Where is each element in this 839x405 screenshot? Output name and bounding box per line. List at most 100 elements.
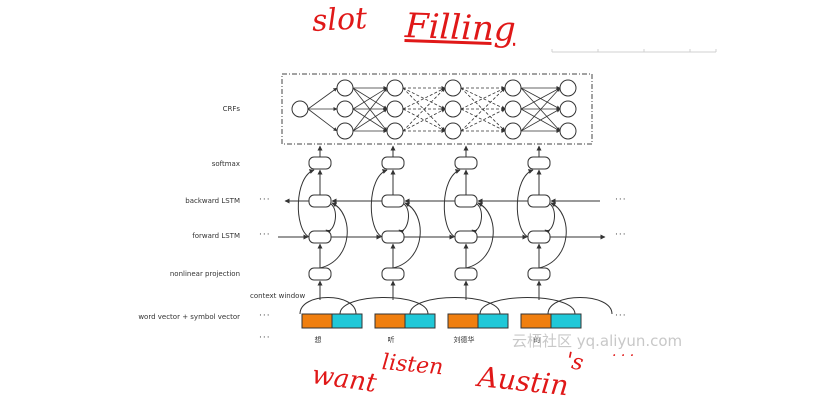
backward-lstm-cell <box>308 194 332 208</box>
crf-edge <box>402 108 446 132</box>
ellipsis-backward-right: ··· <box>615 195 627 205</box>
lstm-columns <box>278 145 606 300</box>
faint-ruler <box>551 49 717 53</box>
forward-lstm-cell <box>527 230 551 244</box>
forward-lstm-cell <box>308 230 332 244</box>
crf-node <box>559 100 577 118</box>
watermark: 云栖社区 yq.aliyun.com <box>512 332 683 350</box>
softmax-cell <box>308 156 332 170</box>
token-2: 听 <box>387 336 395 344</box>
proj-to-backward-curve <box>538 202 567 269</box>
ellipsis-forward-left: ··· <box>259 230 271 240</box>
word-vector-block <box>520 313 552 329</box>
crf-edge <box>402 87 446 132</box>
handwritten-title-slot: slot <box>311 1 368 39</box>
crf-edge <box>520 87 561 132</box>
input-vectors <box>301 313 582 329</box>
crf-node <box>444 79 462 97</box>
label-context-window: context window <box>250 292 306 300</box>
forward-to-softmax-curve <box>370 169 388 238</box>
crf-layer <box>291 79 577 140</box>
crf-edge <box>460 87 506 110</box>
crf-edge <box>520 87 561 110</box>
ellipsis-forward-right: ··· <box>615 230 627 240</box>
label-forward-lstm: forward LSTM <box>192 232 240 240</box>
handwritten-trailing-dots: . . . <box>612 344 635 360</box>
crf-edge <box>307 87 338 110</box>
crf-start-node <box>291 100 309 118</box>
forward-lstm-cell <box>454 230 478 244</box>
crf-edge <box>460 108 506 132</box>
crf-edge <box>307 108 338 132</box>
crf-node <box>336 122 354 140</box>
crf-edge <box>460 87 506 132</box>
ellipsis-token-left: ··· <box>259 333 271 343</box>
context-window-arc <box>339 297 429 315</box>
handwritten-word-listen: listen <box>380 350 445 381</box>
crf-edge <box>402 87 446 110</box>
label-backward-lstm: backward LSTM <box>185 197 240 205</box>
crf-node <box>336 79 354 97</box>
crf-node <box>386 79 404 97</box>
crf-node <box>504 100 522 118</box>
crf-edge <box>402 108 446 132</box>
crf-node <box>444 100 462 118</box>
projection-cell <box>308 267 332 281</box>
label-softmax: softmax <box>211 160 240 168</box>
context-window-arcs <box>299 297 613 315</box>
crf-node <box>559 79 577 97</box>
forward-to-softmax-curve <box>516 169 534 238</box>
cross-connection-curve <box>544 203 555 235</box>
crf-edge <box>520 108 561 132</box>
context-window-arc <box>299 297 357 315</box>
symbol-vector-block <box>550 313 582 329</box>
projection-cell <box>527 267 551 281</box>
context-window-arc <box>409 297 501 315</box>
label-crfs: CRFs <box>222 105 240 113</box>
symbol-vector-block <box>331 313 363 329</box>
softmax-cell <box>454 156 478 170</box>
cross-connection-curve <box>471 203 482 235</box>
crf-node <box>444 122 462 140</box>
forward-to-softmax-curve <box>297 169 315 238</box>
context-window-arc <box>479 297 576 315</box>
softmax-cell <box>381 156 405 170</box>
crf-node <box>559 122 577 140</box>
backward-lstm-cell <box>454 194 478 208</box>
symbol-vector-block <box>404 313 436 329</box>
symbol-vector-block <box>477 313 509 329</box>
cross-connection-curve <box>398 203 409 235</box>
crf-edge <box>460 108 506 132</box>
crf-edge <box>402 87 446 110</box>
crf-node <box>504 79 522 97</box>
ellipsis-input-right: ··· <box>615 311 627 321</box>
crf-node <box>386 100 404 118</box>
proj-to-backward-curve <box>392 202 421 269</box>
crf-edge <box>352 87 388 110</box>
proj-to-backward-curve <box>465 202 494 269</box>
backward-lstm-cell <box>527 194 551 208</box>
cross-connection-curve <box>325 203 336 235</box>
projection-cell <box>454 267 478 281</box>
proj-to-backward-curve <box>319 202 348 269</box>
ellipsis-backward-left: ··· <box>259 195 271 205</box>
crf-node <box>386 122 404 140</box>
forward-lstm-cell <box>381 230 405 244</box>
projection-cell <box>381 267 405 281</box>
token-3: 刘德华 <box>453 336 475 344</box>
word-vector-block <box>374 313 406 329</box>
crf-edge <box>352 108 388 132</box>
word-vector-block <box>447 313 479 329</box>
ellipsis-input-left: ··· <box>259 311 271 321</box>
word-vector-block <box>301 313 333 329</box>
token-1: 想 <box>314 336 322 344</box>
forward-to-softmax-curve <box>443 169 461 238</box>
backward-lstm-cell <box>381 194 405 208</box>
crf-node <box>336 100 354 118</box>
token-4: 的 <box>533 336 541 344</box>
crf-edge <box>460 87 506 110</box>
label-word-vector: word vector + symbol vector <box>138 313 240 321</box>
handwritten-title-filling: Filling <box>404 6 517 50</box>
